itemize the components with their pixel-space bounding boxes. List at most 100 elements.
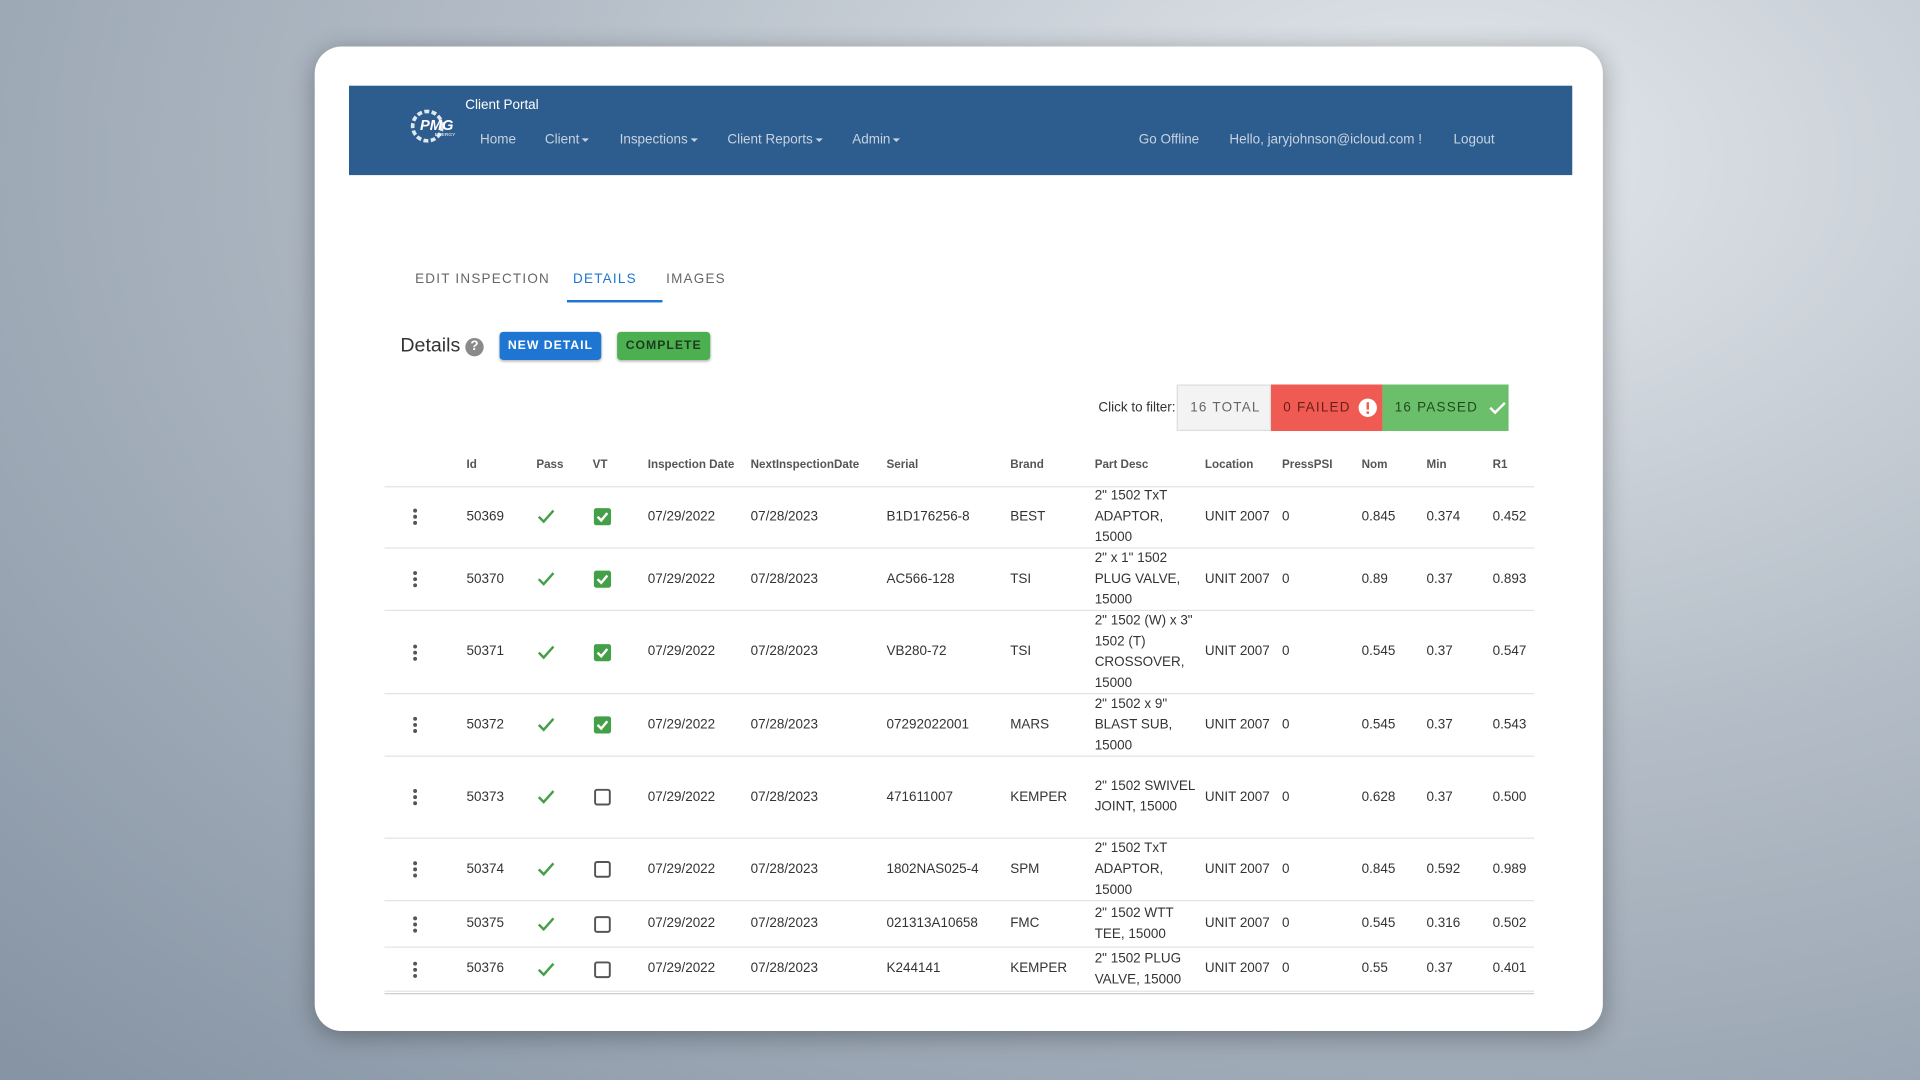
column-header: Min: [1426, 457, 1447, 471]
nav-item-text: Inspections: [619, 132, 688, 147]
cell-text: 0.37: [1426, 716, 1453, 732]
vt-checkbox[interactable]: [593, 715, 613, 735]
cell-text: VB280-72: [886, 644, 947, 659]
table-cell: 50371: [467, 611, 528, 693]
vt-checkbox[interactable]: [593, 569, 613, 589]
table-cell: 0.543: [1493, 694, 1535, 755]
tab-indicator: [566, 300, 663, 303]
nav-right-item[interactable]: Go Offline: [1138, 132, 1200, 147]
cell-text: 07/28/2023: [750, 915, 819, 931]
table-cell: [593, 901, 642, 946]
alert-icon: [1358, 398, 1378, 417]
caret: [690, 137, 698, 142]
cell-text: 0.543: [1492, 716, 1527, 732]
nav-item[interactable]: Admin: [852, 132, 901, 147]
column-header: R1: [1492, 457, 1508, 471]
tab[interactable]: IMAGES: [666, 271, 726, 287]
kebab-icon: [413, 861, 418, 878]
table-cell: 0.452: [1493, 486, 1535, 547]
filter-total-text: 16 TOTAL: [1190, 400, 1261, 416]
cell-text: AC566-128: [886, 571, 955, 586]
cell-text: 0.37: [1426, 571, 1453, 586]
column-header: Id: [466, 457, 477, 471]
column-header: Part Desc: [1094, 457, 1149, 471]
vt-checkbox[interactable]: [593, 507, 613, 527]
table-cell: [536, 757, 585, 838]
filter-total[interactable]: 16 TOTAL: [1176, 384, 1272, 432]
table-row: 50376 07/29/2022 07/28/2023 K244141 KEMPER 2"…: [384, 948, 1535, 992]
cell-text: 2" 1502 TxT ADAPTOR, 15000: [1094, 487, 1168, 545]
cell-text: 0.55: [1361, 961, 1388, 976]
row-menu[interactable]: [411, 549, 423, 610]
new-detail-button[interactable]: NEW DETAIL: [499, 331, 602, 360]
table-cell: [536, 549, 585, 610]
cell-text: 2" x 1" 1502 PLUG VALVE, 15000: [1094, 550, 1181, 607]
column-header: Inspection Date: [647, 457, 735, 471]
row-menu[interactable]: [411, 948, 423, 991]
cell-text: 07/29/2022: [647, 789, 716, 804]
table-cell: FMC: [1010, 901, 1091, 946]
table-cell: 2" x 1" 1502 PLUG VALVE, 15000: [1095, 549, 1198, 610]
vt-checkbox[interactable]: [593, 860, 613, 880]
table-cell: 07/29/2022: [648, 757, 746, 838]
table-cell: 0.37: [1427, 757, 1488, 838]
nav-item[interactable]: Home: [480, 132, 516, 147]
table-cell: 2" 1502 WTT TEE, 15000: [1095, 901, 1198, 946]
complete-button[interactable]: COMPLETE: [617, 331, 711, 360]
cell-text: 50372: [466, 716, 504, 732]
column-header: Serial: [886, 457, 919, 471]
row-menu[interactable]: [411, 611, 423, 693]
cell-text: 07/29/2022: [647, 716, 716, 732]
table-cell: AC566-128: [887, 549, 1007, 610]
table-cell: 0.55: [1362, 948, 1423, 991]
vt-checkbox[interactable]: [593, 642, 613, 662]
table-cell: UNIT 2007: [1205, 694, 1274, 755]
table-cell: 07/29/2022: [648, 839, 746, 900]
row-menu[interactable]: [411, 486, 423, 547]
row-menu[interactable]: [411, 757, 423, 838]
tab[interactable]: EDIT INSPECTION: [415, 271, 550, 287]
cell-text: 0.89: [1361, 571, 1388, 586]
table-cell: 0.37: [1427, 549, 1488, 610]
vt-checkbox[interactable]: [593, 914, 613, 934]
pass-check: [537, 645, 555, 659]
table-row: 50370 07/29/2022 07/28/2023 AC566-128 TSI 2" …: [384, 549, 1535, 612]
pass-check: [537, 962, 555, 976]
table-cell: 0.374: [1427, 486, 1488, 547]
table-cell: 0: [1282, 694, 1355, 755]
nav-right-item[interactable]: Hello, jaryjohnson@icloud.com !: [1229, 132, 1422, 147]
nav-item[interactable]: Client: [545, 132, 590, 147]
column-header: Location: [1204, 457, 1254, 471]
table-cell: [536, 901, 585, 946]
table-cell: 50373: [467, 757, 528, 838]
table-cell: 07/28/2023: [751, 901, 883, 946]
nav-item[interactable]: Client Reports: [727, 132, 823, 147]
cell-text: 0.545: [1361, 915, 1396, 931]
cell-text: UNIT 2007: [1204, 961, 1270, 976]
nav-right-item[interactable]: Logout: [1453, 132, 1495, 147]
row-menu[interactable]: [411, 694, 423, 755]
cell-text: 2" 1502 PLUG VALVE, 15000: [1094, 950, 1182, 987]
cell-text: 0: [1282, 961, 1290, 976]
help-icon[interactable]: ?: [465, 337, 484, 357]
filter-failed[interactable]: 0 FAILED: [1271, 384, 1383, 432]
cell-text: 0.545: [1361, 644, 1396, 659]
table-cell: SPM: [1010, 839, 1091, 900]
vt-checkbox[interactable]: [593, 959, 613, 979]
pass-check: [537, 572, 555, 586]
row-menu[interactable]: [411, 839, 423, 900]
row-menu[interactable]: [411, 901, 423, 946]
table-cell: MARS: [1010, 694, 1091, 755]
pass-check: [537, 862, 555, 877]
filter-passed[interactable]: 16 PASSED: [1382, 384, 1509, 432]
table-cell: [536, 486, 585, 547]
vt-checkbox[interactable]: [593, 787, 613, 807]
table-bottom-border: [384, 993, 1535, 995]
tab[interactable]: DETAILS: [573, 271, 637, 287]
logo[interactable]: PMG ENERGY: [408, 108, 459, 145]
table-cell: [536, 694, 585, 755]
nav-item[interactable]: Inspections: [620, 132, 698, 147]
cell-text: UNIT 2007: [1204, 508, 1270, 524]
table-cell: 0.316: [1427, 901, 1488, 946]
